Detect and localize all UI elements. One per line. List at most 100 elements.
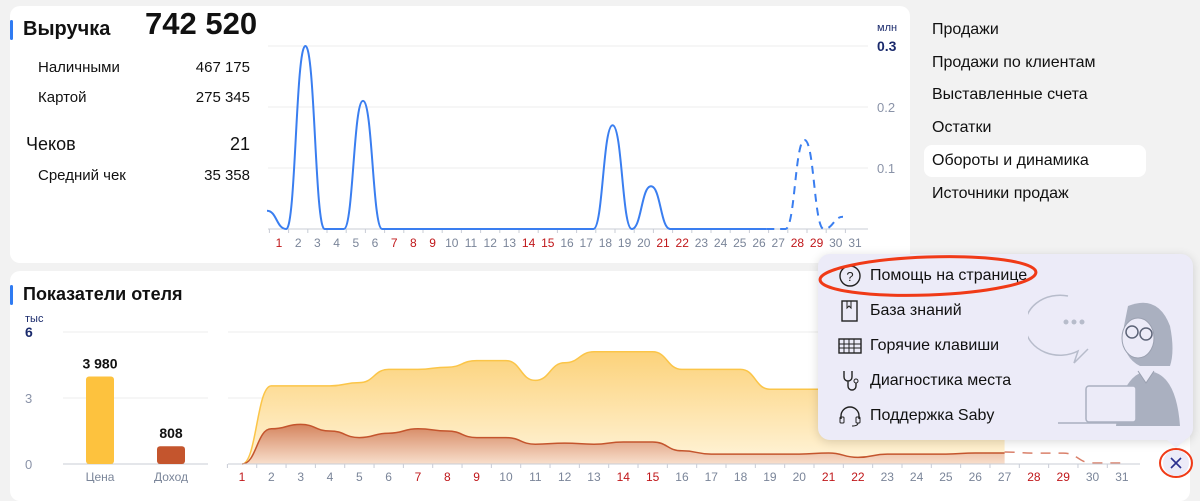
x-tick-label: 11 — [529, 470, 542, 483]
x-tick-label: 3 — [297, 470, 304, 483]
x-tick-label: 15 — [646, 470, 660, 483]
section-accent — [10, 20, 13, 40]
x-tick-label: 2 — [268, 470, 275, 483]
x-tick-label: 30 — [829, 236, 843, 250]
card-label: Картой — [38, 89, 87, 106]
x-tick-label: 25 — [733, 236, 747, 250]
knowledge-base-label: База знаний — [870, 302, 962, 319]
x-tick-label: 8 — [444, 470, 451, 483]
side-menu-item[interactable]: Источники продаж — [932, 184, 1069, 202]
x-tick-label: 10 — [445, 236, 459, 250]
bar-income — [157, 446, 185, 464]
checks-value: 21 — [229, 134, 250, 154]
income-line — [241, 423, 1005, 465]
x-tick-label: 18 — [599, 236, 613, 250]
help-on-page-item[interactable]: ? Помощь на странице — [838, 264, 1027, 288]
side-menu-item[interactable]: Продажи — [932, 21, 999, 38]
x-tick-label: 9 — [429, 236, 436, 250]
x-tick-label: 9 — [473, 470, 480, 483]
bar-unit-label: тыс — [25, 313, 44, 325]
x-tick-label: 28 — [1027, 470, 1041, 483]
income-forecast-line — [1004, 451, 1122, 464]
x-tick-label: 17 — [705, 470, 719, 483]
x-tick-label: 20 — [637, 236, 651, 250]
book-icon — [841, 300, 858, 322]
x-tick-label: 16 — [675, 470, 689, 483]
x-tick-label: 14 — [522, 236, 536, 250]
saby-support-item[interactable]: Поддержка Saby — [838, 404, 994, 428]
y-tick-label: 3 — [25, 391, 32, 406]
hotkeys-label: Горячие клавиши — [870, 337, 1000, 354]
svg-text:?: ? — [846, 269, 853, 284]
x-tick-label: 28 — [791, 236, 805, 250]
cash-value: 467 175 — [195, 59, 250, 76]
revenue-forecast-line — [766, 138, 844, 231]
menu-active-highlight — [924, 145, 1146, 177]
x-tick-label: 29 — [1057, 470, 1071, 483]
diagnostics-item[interactable]: Диагностика места — [838, 369, 1011, 393]
y-tick-label: 6 — [25, 324, 33, 340]
saby-support-label: Поддержка Saby — [870, 407, 995, 424]
x-tick-label: 23 — [695, 236, 709, 250]
x-tick-label: 17 — [580, 236, 594, 250]
y-tick-label: 0.1 — [877, 161, 895, 176]
x-tick-label: 3 — [314, 236, 321, 250]
x-tick-label: 18 — [734, 470, 748, 483]
x-tick-label: 12 — [484, 236, 498, 250]
x-tick-label: 23 — [881, 470, 895, 483]
section-accent — [10, 285, 13, 305]
side-menu-item[interactable]: Выставленные счета — [932, 86, 1088, 104]
x-tick-label: 7 — [415, 470, 422, 483]
help-on-page-label: Помощь на странице — [870, 267, 1028, 284]
bar-category-label: Цена — [86, 470, 115, 483]
x-tick-label: 4 — [327, 470, 334, 483]
x-tick-label: 21 — [822, 470, 836, 483]
x-tick-label: 25 — [939, 470, 953, 483]
hotkeys-item[interactable]: Горячие клавиши — [838, 334, 999, 358]
side-menu-item[interactable]: Обороты и динамика — [932, 151, 1089, 169]
x-tick-label: 10 — [499, 470, 513, 483]
side-menu-item[interactable]: Остатки — [932, 119, 992, 137]
popup-tail — [1166, 439, 1186, 448]
support-illustration — [1028, 294, 1180, 426]
x-tick-label: 27 — [998, 470, 1012, 483]
x-tick-label: 14 — [617, 470, 631, 483]
knowledge-base-item[interactable]: База знаний — [838, 299, 962, 323]
x-tick-label: 4 — [333, 236, 340, 250]
bar-value-label: 808 — [159, 425, 183, 441]
close-icon — [1170, 457, 1182, 469]
revenue-total: 742 520 — [145, 6, 258, 41]
x-tick-label: 13 — [503, 236, 517, 250]
x-tick-label: 26 — [752, 236, 766, 250]
x-tick-label: 6 — [372, 236, 379, 250]
close-help-button[interactable] — [1163, 450, 1189, 476]
hotel-title: Показатели отеля — [23, 284, 183, 304]
top-unit-label: млн — [877, 22, 897, 34]
revenue-title: Выручка — [23, 18, 111, 40]
x-tick-label: 20 — [793, 470, 807, 483]
bar-category-label: Доход — [154, 470, 188, 483]
x-tick-label: 19 — [763, 470, 777, 483]
charts: млн тыс 0.30.20.11 2 3 4 5 6 7 8 9 10 11 12 13 14 15 16… — [25, 22, 1160, 483]
headset-icon — [839, 406, 861, 427]
x-tick-label: 26 — [969, 470, 983, 483]
x-tick-label: 29 — [810, 236, 824, 250]
x-tick-label: 22 — [851, 470, 865, 483]
revenue-line — [266, 44, 767, 231]
side-menu-item[interactable]: Продажи по клиентам — [932, 53, 1096, 71]
x-tick-label: 1 — [239, 470, 246, 483]
x-tick-label: 12 — [558, 470, 572, 483]
card-value: 275 345 — [195, 89, 250, 106]
x-tick-label: 13 — [587, 470, 601, 483]
question-circle-icon: ? — [839, 265, 861, 287]
x-tick-label: 22 — [676, 236, 690, 250]
x-tick-label: 21 — [656, 236, 670, 250]
x-tick-label: 16 — [560, 236, 574, 250]
diagnostics-label: Диагностика места — [870, 372, 1012, 389]
stethoscope-icon — [843, 371, 859, 391]
bar-price — [86, 376, 114, 464]
x-tick-label: 6 — [385, 470, 392, 483]
revenue-card — [10, 6, 910, 263]
x-tick-label: 8 — [410, 236, 417, 250]
bar-value-label: 3 980 — [82, 355, 117, 371]
